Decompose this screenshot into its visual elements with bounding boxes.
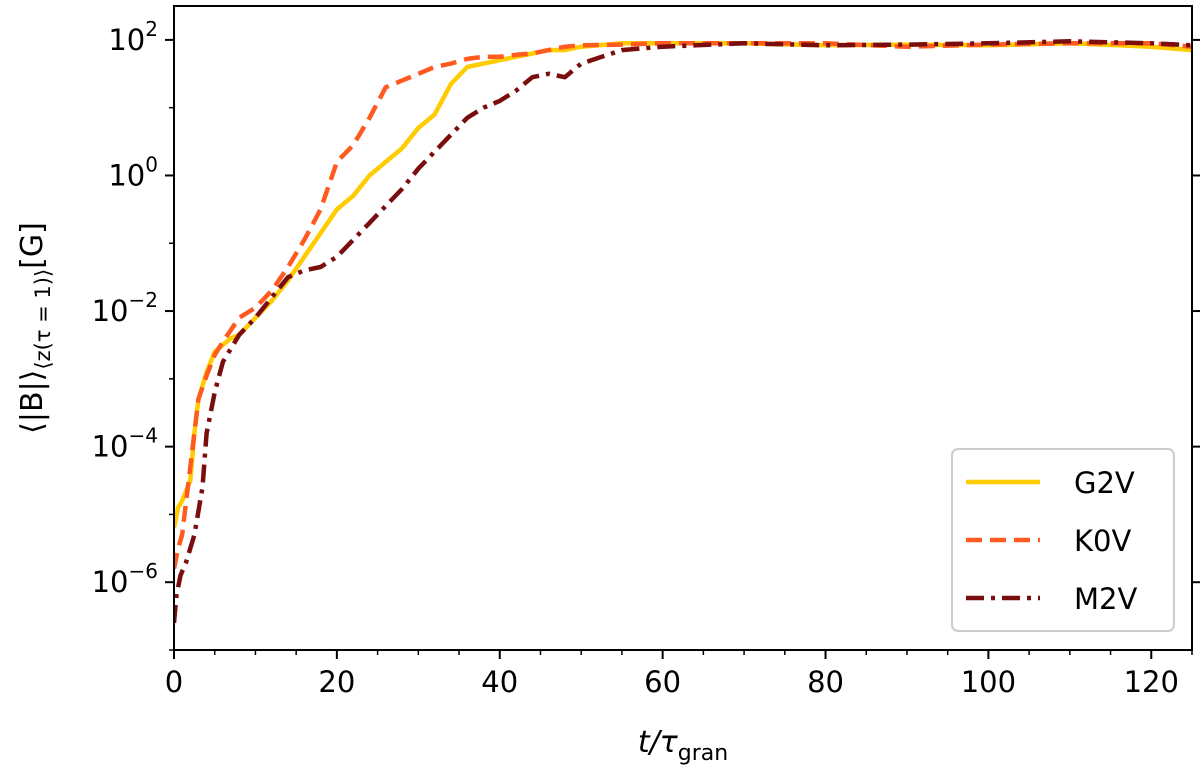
svg-text:t/τgran: t/τgran	[638, 725, 728, 766]
y-axis-label: ⟨|B|⟩⟨z(τ = 1)⟩[G]	[15, 222, 55, 434]
svg-text:⟨|B|⟩⟨z(τ = 1)⟩[G]: ⟨|B|⟩⟨z(τ = 1)⟩[G]	[15, 222, 55, 434]
x-tick-label: 60	[644, 665, 681, 699]
legend: G2V K0V M2V	[951, 448, 1175, 632]
ticks-layer: 0 20 40 60 80 100 120 102 100 10−2 10−4 10−6	[92, 17, 1200, 699]
y-axis-label-sub: ⟨z(τ = 1)⟩	[31, 269, 55, 370]
legend-label-m2v: M2V	[1074, 582, 1137, 616]
x-tick-label: 0	[165, 665, 183, 699]
x-axis-label-main: t/τ	[638, 725, 679, 760]
series-layer	[174, 39, 1192, 624]
y-axis-label-unit: [G]	[15, 222, 50, 269]
x-tick-label: 20	[318, 665, 355, 699]
plot-frame	[173, 5, 1193, 651]
y-tick-label: 102	[108, 17, 158, 57]
legend-box	[951, 448, 1175, 632]
x-axis-label: t/τgran	[638, 725, 728, 766]
x-tick-label: 80	[807, 665, 844, 699]
x-tick-label: 40	[481, 665, 518, 699]
legend-label-g2v: G2V	[1074, 466, 1135, 500]
x-tick-label: 120	[1124, 665, 1179, 699]
x-tick-label: 100	[961, 665, 1016, 699]
y-tick-label: 10−4	[92, 424, 158, 464]
y-tick-label: 10−6	[92, 559, 158, 599]
legend-label-k0v: K0V	[1074, 524, 1131, 558]
y-tick-label: 10−2	[92, 288, 158, 328]
y-tick-label: 100	[108, 152, 158, 192]
series-line-k0v	[174, 41, 1192, 570]
x-axis-label-sub: gran	[678, 741, 728, 766]
series-line-m2v	[174, 39, 1192, 624]
y-axis-label-main: ⟨|B|⟩	[15, 370, 50, 434]
